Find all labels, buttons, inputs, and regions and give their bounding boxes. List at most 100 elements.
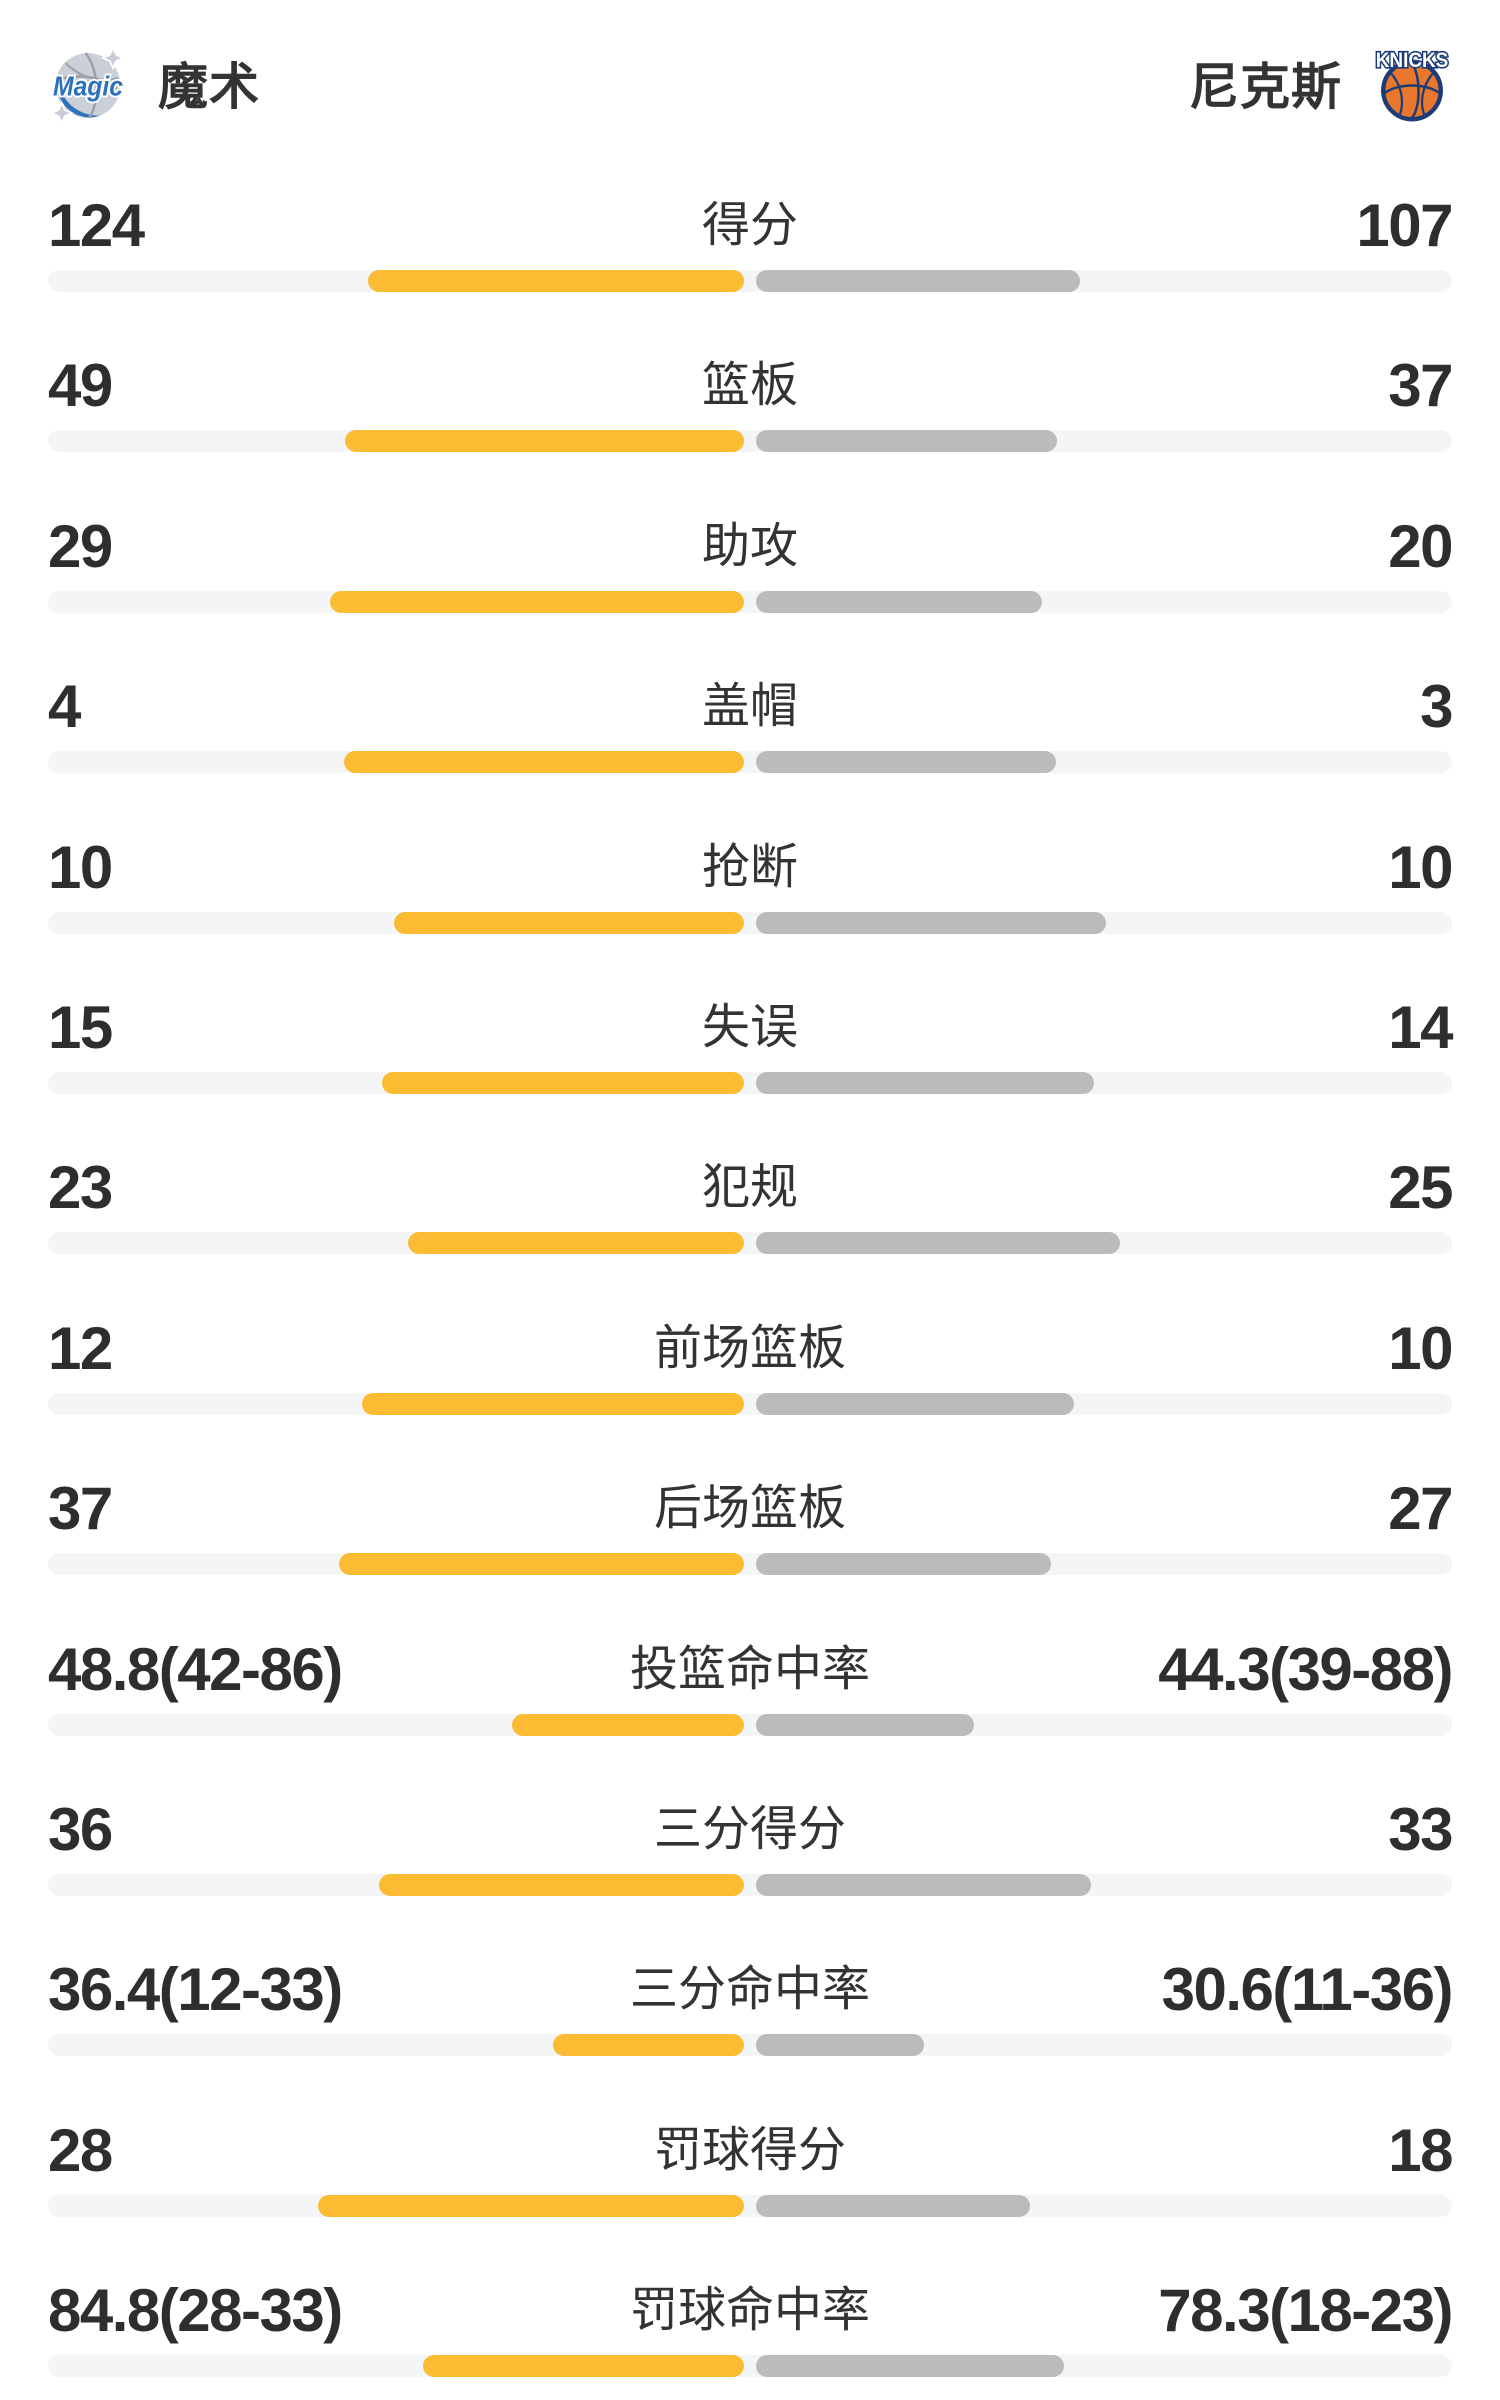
home-stat-bar xyxy=(368,270,744,292)
home-stat-value: 36 xyxy=(48,1795,113,1863)
home-stat-value: 36.4(12-33) xyxy=(48,1956,343,2024)
stat-bar-track xyxy=(48,430,1452,453)
home-stat-value: 12 xyxy=(48,1314,113,1382)
magic-team-logo-icon: Magic xyxy=(49,45,126,123)
svg-text:KNICKS: KNICKS xyxy=(1376,48,1449,72)
stat-label: 前场篮板 xyxy=(653,1321,846,1375)
stat-bar-track xyxy=(48,2034,1452,2057)
away-stat-bar xyxy=(756,1553,1051,1576)
stat-row: 37 后场篮板 27 xyxy=(0,1469,1500,1629)
stat-row: 4 盖帽 3 xyxy=(0,667,1500,827)
home-stat-bar xyxy=(330,590,744,613)
home-stat-value: 49 xyxy=(48,352,113,420)
stat-label: 罚球命中率 xyxy=(629,2284,870,2338)
stat-row: 28 罚球得分 18 xyxy=(0,2111,1500,2271)
stat-row: 23 犯规 25 xyxy=(0,1148,1500,1308)
home-stat-bar xyxy=(394,911,744,934)
stat-bar-track xyxy=(48,911,1452,934)
home-stat-value: 48.8(42-86) xyxy=(48,1635,343,1703)
away-stat-value: 14 xyxy=(1388,993,1453,1061)
stat-label: 盖帽 xyxy=(701,680,798,734)
home-stat-value: 28 xyxy=(48,2116,113,2184)
away-stat-value: 30.6(11-36) xyxy=(1161,1956,1454,2024)
stat-bar-track xyxy=(48,1553,1452,1576)
away-stat-value: 3 xyxy=(1420,673,1453,741)
away-stat-value: 78.3(18-23) xyxy=(1158,2277,1453,2345)
stat-row: 36.4(12-33) 三分命中率 30.6(11-36) xyxy=(0,1950,1500,2110)
header: Magic 魔术 尼克斯 KNICKS xyxy=(48,40,1452,126)
stat-bar-track xyxy=(48,590,1452,613)
home-stat-bar xyxy=(345,430,744,453)
stat-label: 投篮命中率 xyxy=(629,1642,870,1696)
stat-bar-track xyxy=(48,751,1452,774)
away-stat-bar xyxy=(756,270,1080,292)
stat-row: 49 篮板 37 xyxy=(0,346,1500,506)
stat-row: 124 得分 107 xyxy=(0,186,1500,346)
away-stat-value: 10 xyxy=(1388,1314,1453,1382)
away-stat-value: 20 xyxy=(1388,512,1453,580)
home-team-name: 魔术 xyxy=(158,59,260,115)
away-stat-value: 37 xyxy=(1388,352,1453,420)
stat-row: 10 抢断 10 xyxy=(0,828,1500,988)
home-stat-bar xyxy=(512,1713,744,1736)
away-stat-value: 27 xyxy=(1388,1475,1453,1543)
home-stat-value: 10 xyxy=(48,833,113,901)
stat-label: 三分得分 xyxy=(653,1802,846,1856)
stat-bar-track xyxy=(48,1392,1452,1415)
stat-bar-track xyxy=(48,2194,1452,2217)
away-stat-bar xyxy=(756,2355,1064,2378)
home-stat-value: 15 xyxy=(48,993,113,1061)
home-stat-value: 4 xyxy=(48,673,81,741)
home-stat-bar xyxy=(423,2355,744,2378)
home-stat-value: 29 xyxy=(48,512,113,580)
svg-text:Magic: Magic xyxy=(53,71,123,102)
away-stat-bar xyxy=(756,1873,1091,1896)
away-stat-bar xyxy=(756,2194,1030,2217)
home-stat-value: 84.8(28-33) xyxy=(48,2277,343,2345)
stat-bar-track xyxy=(48,1873,1452,1896)
home-stat-bar xyxy=(362,1392,744,1415)
home-team-header: Magic 魔术 xyxy=(48,43,260,123)
stat-label: 失误 xyxy=(701,1000,798,1054)
home-stat-bar xyxy=(344,751,744,774)
home-stat-value: 23 xyxy=(48,1154,113,1222)
stat-bar-track xyxy=(48,1071,1452,1094)
away-stat-bar xyxy=(756,1071,1094,1094)
home-stat-bar xyxy=(382,1071,744,1094)
away-stat-value: 107 xyxy=(1356,192,1453,259)
home-stat-bar xyxy=(379,1873,744,1896)
stat-label: 三分命中率 xyxy=(629,1963,870,2017)
stat-rows: 124 得分 107 49 篮板 37 29 助攻 xyxy=(0,186,1500,2400)
stat-row: 84.8(28-33) 罚球命中率 78.3(18-23) xyxy=(0,2271,1500,2400)
away-stat-bar xyxy=(756,1713,974,1736)
stat-row: 36 三分得分 33 xyxy=(0,1790,1500,1950)
away-stat-bar xyxy=(756,2034,924,2057)
stat-label: 后场篮板 xyxy=(653,1482,846,1536)
away-team-header: 尼克斯 KNICKS xyxy=(1189,43,1452,123)
home-stat-bar xyxy=(339,1553,744,1576)
stat-bar-track xyxy=(48,2355,1452,2378)
home-stat-bar xyxy=(318,2194,744,2217)
away-stat-value: 33 xyxy=(1388,1795,1453,1863)
stat-label: 得分 xyxy=(701,199,798,252)
stat-row: 15 失误 14 xyxy=(0,988,1500,1148)
away-stat-bar xyxy=(756,590,1042,613)
away-stat-bar xyxy=(756,1392,1074,1415)
stat-row: 29 助攻 20 xyxy=(0,507,1500,667)
away-team-name: 尼克斯 xyxy=(1189,59,1342,115)
away-stat-bar xyxy=(756,1232,1120,1255)
stat-label: 助攻 xyxy=(701,519,798,573)
away-stat-bar xyxy=(756,430,1057,453)
away-stat-value: 44.3(39-88) xyxy=(1158,1635,1453,1703)
home-stat-bar xyxy=(408,1232,744,1255)
home-stat-value: 124 xyxy=(48,192,145,259)
stat-row: 48.8(42-86) 投篮命中率 44.3(39-88) xyxy=(0,1630,1500,1790)
stat-row: 12 前场篮板 10 xyxy=(0,1309,1500,1469)
stat-label: 抢断 xyxy=(701,840,798,894)
stat-label: 犯规 xyxy=(701,1161,798,1215)
away-stat-bar xyxy=(756,911,1106,934)
home-stat-bar xyxy=(553,2034,744,2057)
away-stat-value: 25 xyxy=(1388,1154,1453,1222)
away-stat-value: 10 xyxy=(1388,833,1453,901)
